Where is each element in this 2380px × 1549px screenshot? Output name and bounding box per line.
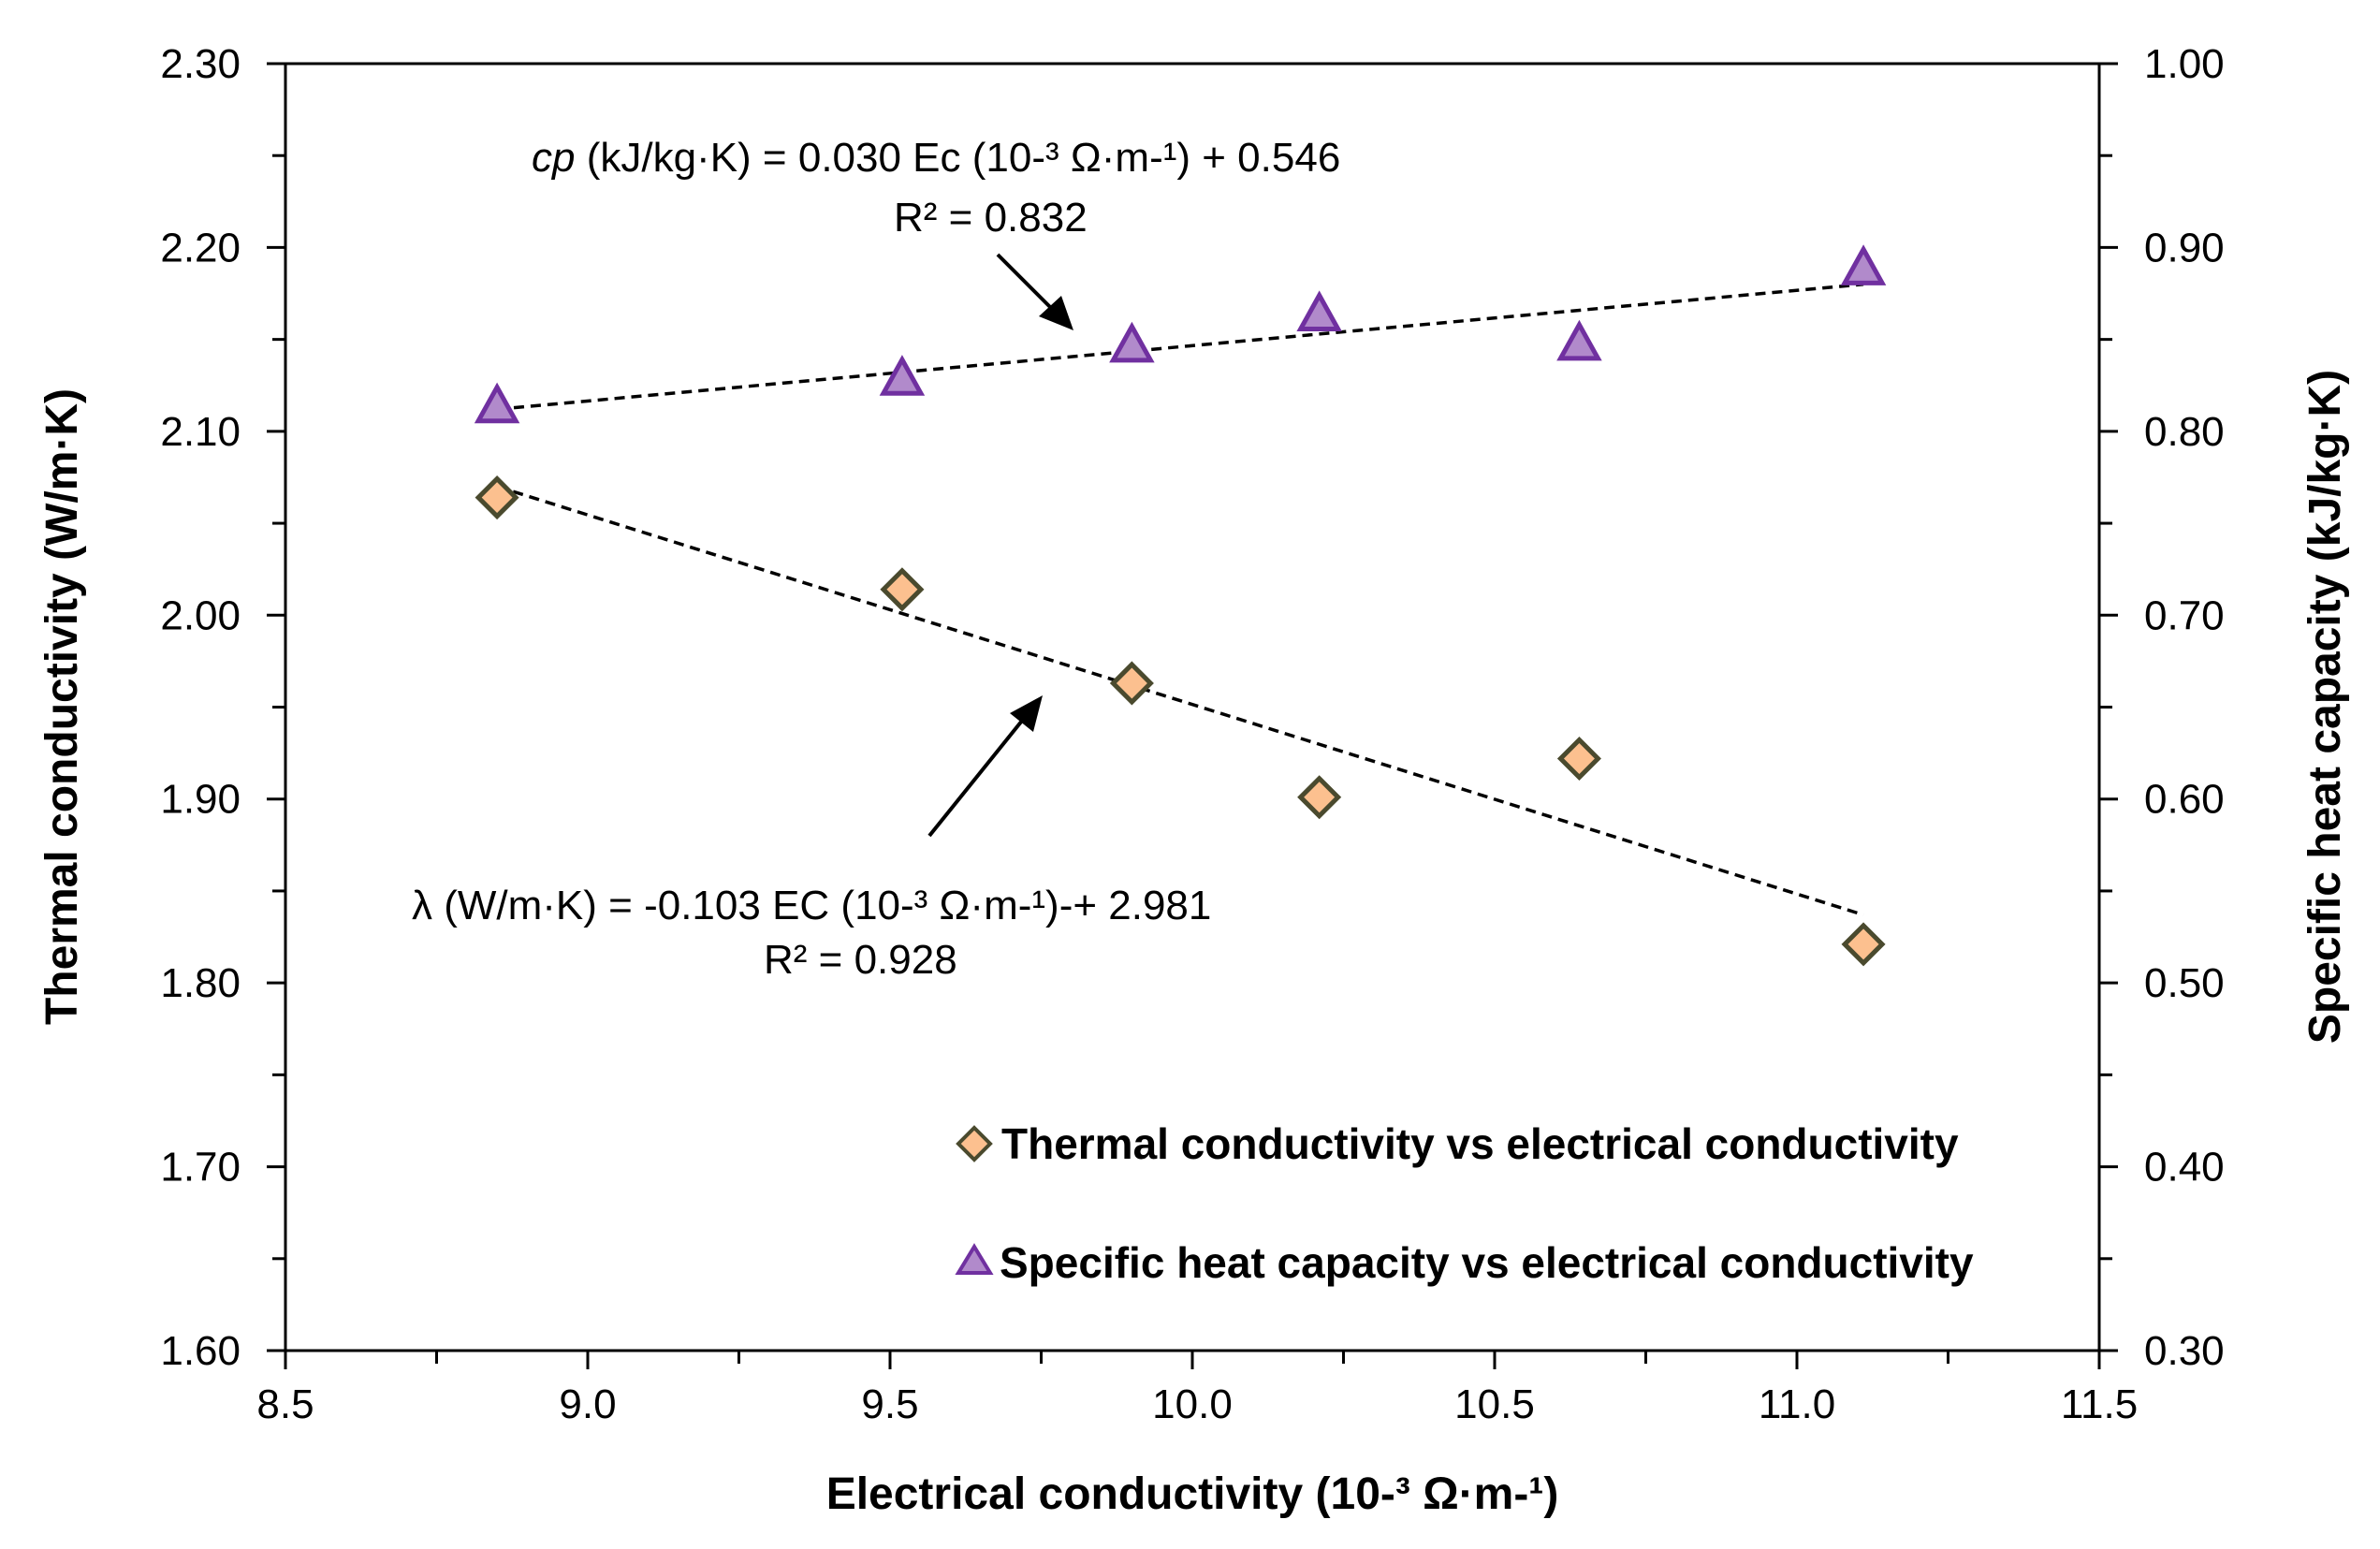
trend-line-0 — [496, 485, 1864, 917]
specific-heat-point — [474, 382, 520, 424]
y-tick-label: 1.70 — [160, 1145, 241, 1191]
thermal-point — [1109, 661, 1154, 706]
x-tick-label: 9.0 — [559, 1381, 616, 1427]
data-markers — [474, 244, 1887, 967]
trend-line-1 — [496, 282, 1864, 412]
y-axis-title: Thermal conductivity (W/m·K) — [37, 388, 87, 1025]
y2-tick-label: 0.30 — [2144, 1328, 2225, 1374]
legend-label-thermal: Thermal conductivity vs electrical condu… — [1001, 1119, 1959, 1168]
legend: Thermal conductivity vs electrical condu… — [955, 1119, 1974, 1287]
y-axis-ticks: 1.60 1.70 1.80 1.90 2.00 2.10 2.20 2.30 — [160, 41, 285, 1374]
specific-heat-point — [1109, 321, 1155, 363]
y2-tick-label: 0.60 — [2144, 777, 2225, 823]
specific-heat-point — [1840, 244, 1887, 285]
specific-heat-point — [1296, 290, 1342, 332]
specific-heat-point — [879, 355, 926, 396]
legend-label-specific-heat: Specific heat capacity vs electrical con… — [1000, 1238, 1974, 1287]
cp-equation-text: (kJ/kg·K) = 0.030 Ec (10-³ Ω·m-¹) + 0.54… — [575, 135, 1340, 181]
x-tick-label: 11.0 — [1759, 1381, 1835, 1427]
lambda-equation: λ (W/m·K) = -0.103 EC (10-³ Ω·m-¹)-+ 2.9… — [412, 883, 1211, 928]
y2-axis-ticks: 0.30 0.40 0.50 0.60 0.70 0.80 0.90 1.00 — [2099, 41, 2225, 1374]
lambda-arrow — [927, 695, 1043, 838]
lambda-r2: R² = 0.928 — [764, 937, 957, 983]
y-tick-label: 1.60 — [160, 1328, 241, 1374]
legend-triangle-icon — [955, 1243, 994, 1275]
cp-r2: R² = 0.832 — [894, 195, 1088, 241]
specific-heat-point — [1556, 319, 1602, 361]
x-tick-label: 8.5 — [256, 1381, 314, 1427]
x-tick-label: 10.5 — [1454, 1381, 1535, 1427]
y2-tick-label: 0.50 — [2144, 960, 2225, 1006]
cp-arrow — [996, 253, 1073, 330]
y2-tick-label: 0.40 — [2144, 1145, 2225, 1191]
legend-diamond-icon — [956, 1125, 993, 1162]
thermal-point — [475, 475, 519, 520]
y-tick-label: 1.80 — [160, 960, 241, 1006]
y-tick-label: 2.00 — [160, 592, 241, 638]
x-tick-label: 9.5 — [861, 1381, 918, 1427]
trend-lines — [496, 282, 1864, 917]
x-axis-ticks: 8.5 9.0 9.5 10.0 10.5 11.0 11.5 — [256, 1351, 2138, 1427]
x-axis-title: Electrical conductivity (10-³ Ω·m-¹) — [826, 1469, 1559, 1519]
y2-axis-title: Specific heat capacity (kJ/kg·K) — [2300, 370, 2350, 1044]
thermal-point — [880, 567, 925, 612]
y2-tick-label: 0.90 — [2144, 225, 2225, 270]
y-tick-label: 2.30 — [160, 41, 241, 87]
cp-equation: cp (kJ/kg·K) = 0.030 Ec (10-³ Ω·m-¹) + 0… — [532, 135, 1340, 181]
thermal-point — [1841, 922, 1886, 967]
y2-tick-label: 0.70 — [2144, 592, 2225, 638]
y-tick-label: 2.10 — [160, 409, 241, 455]
y2-tick-label: 1.00 — [2144, 41, 2225, 87]
thermal-point — [1556, 736, 1601, 782]
thermal-point — [1297, 775, 1342, 820]
y-tick-label: 1.90 — [160, 777, 241, 823]
y-tick-label: 2.20 — [160, 225, 241, 270]
y2-tick-label: 0.80 — [2144, 409, 2225, 455]
cp-equation-variable: cp — [532, 135, 575, 181]
x-tick-label: 11.5 — [2061, 1381, 2138, 1427]
x-tick-label: 10.0 — [1152, 1381, 1233, 1427]
